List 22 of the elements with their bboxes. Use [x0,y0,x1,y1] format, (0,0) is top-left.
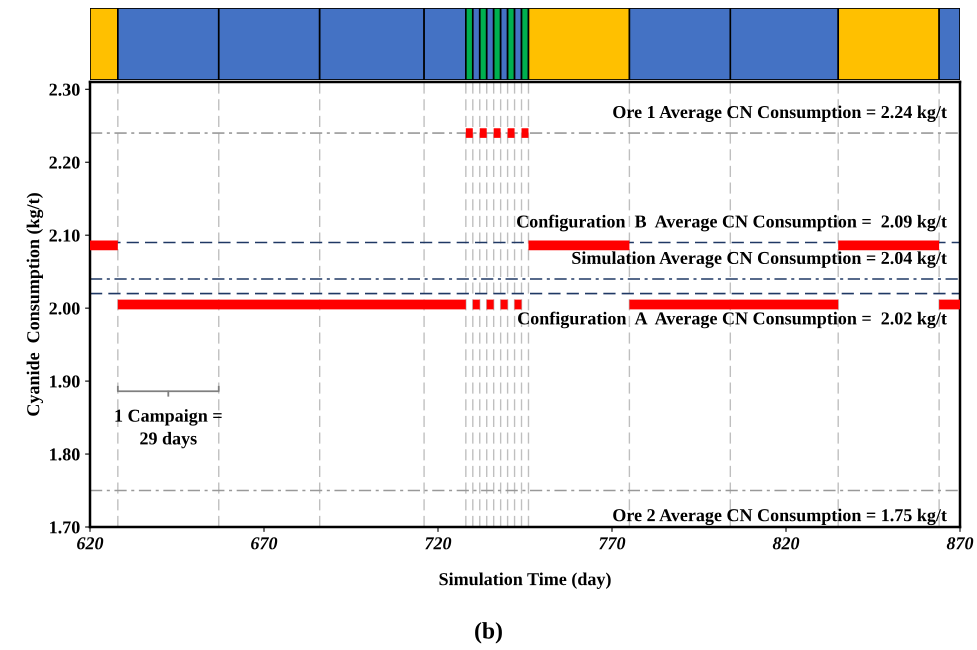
x-tick-label: 620 [77,537,104,550]
text: (b) [475,622,502,644]
ref-line-label: Configuration A Average CN Consumption = 2.02 kg/t [518,312,947,328]
y-tick-label: 2.20 [49,156,80,169]
ref-line-label: Simulation Average CN Consumption = 2.04 kg/t [572,251,947,268]
x-tick-label: 720 [425,537,452,550]
x-tick-label: 670 [251,537,278,550]
annotation: 1 Campaign = 29 days [115,409,222,448]
ref-line-label: Ore 1 Average CN Consumption = 2.24 kg/t [613,105,947,122]
y-axis-title: Cyanide Consumption (kg/t) [26,193,44,416]
x-axis-title: Simulation Time (day) [440,572,611,589]
y-tick-label: 1.80 [50,448,80,461]
y-tick-label: 2.00 [49,302,80,315]
y-tick-label: 1.90 [50,375,80,388]
x-tick-label: 820 [772,537,800,550]
y-tick-label: 2.30 [49,84,80,96]
x-tick-label: 870 [946,537,974,550]
y-tick-label: 1.70 [50,521,80,534]
y-tick-label: 2.10 [49,229,80,242]
x-tick-label: 770 [599,537,626,550]
ref-line-label: Ore 2 Average CN Consumption = 1.75 kg/t [613,508,947,526]
ref-line-label: Configuration B Average CN Consumption = 2.09 kg/t [517,214,947,232]
